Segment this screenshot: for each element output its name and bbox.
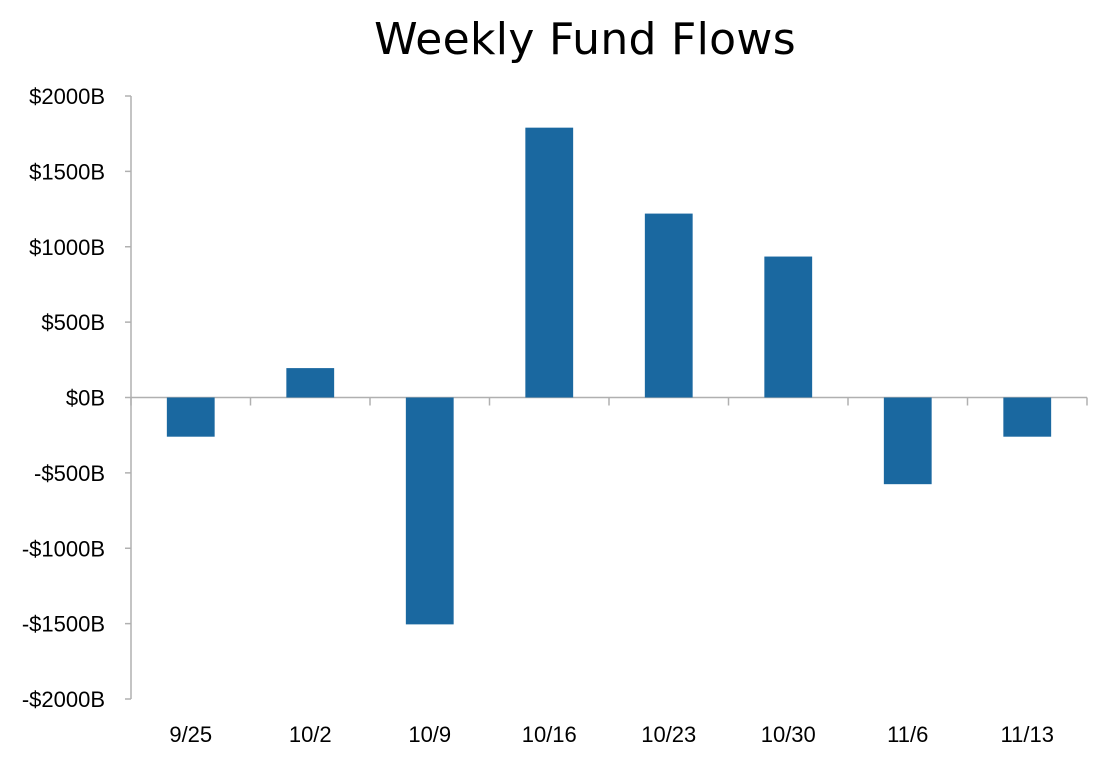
bar-10-9: [405, 397, 454, 625]
x-tick-labels: 9/25 10/2 10/9 10/16 10/23 10/30 11/6 11/13: [169, 722, 1054, 747]
x-tick-label: 11/6: [887, 722, 928, 747]
y-tick-label: -$1500B: [22, 612, 105, 637]
y-tick-label: $500B: [41, 310, 105, 335]
y-tick-label: -$1000B: [22, 536, 105, 561]
x-tick-label: 10/9: [408, 722, 451, 747]
x-tick-label: 10/2: [289, 722, 332, 747]
x-tick-label: 10/23: [641, 722, 696, 747]
y-tick-labels: $2000B $1500B $1000B $500B $0B -$500B -$1000B -…: [22, 84, 105, 712]
x-tick-label: 10/16: [522, 722, 577, 747]
y-tick-label: $0B: [66, 386, 105, 411]
x-tick-label: 9/25: [169, 722, 212, 747]
y-axis: [125, 95, 132, 700]
bar-10-2: [286, 368, 335, 398]
bar-9-25: [166, 397, 215, 437]
y-tick-label: -$500B: [34, 461, 105, 486]
bar-10-16: [525, 127, 574, 398]
y-tick-label: $1000B: [29, 235, 105, 260]
bar-10-23: [644, 213, 693, 398]
bar-11-6: [883, 397, 932, 485]
chart-title: Weekly Fund Flows: [374, 14, 796, 65]
bar-10-30: [764, 256, 813, 398]
bars-group: [166, 127, 1052, 625]
y-tick-label: $1500B: [29, 159, 105, 184]
x-tick-label: 11/13: [1001, 722, 1054, 747]
bar-11-13: [1003, 397, 1052, 437]
x-tick-label: 10/30: [761, 722, 816, 747]
y-tick-label: $2000B: [29, 84, 105, 109]
x-axis: [130, 396, 1088, 406]
y-tick-label: -$2000B: [22, 687, 105, 712]
